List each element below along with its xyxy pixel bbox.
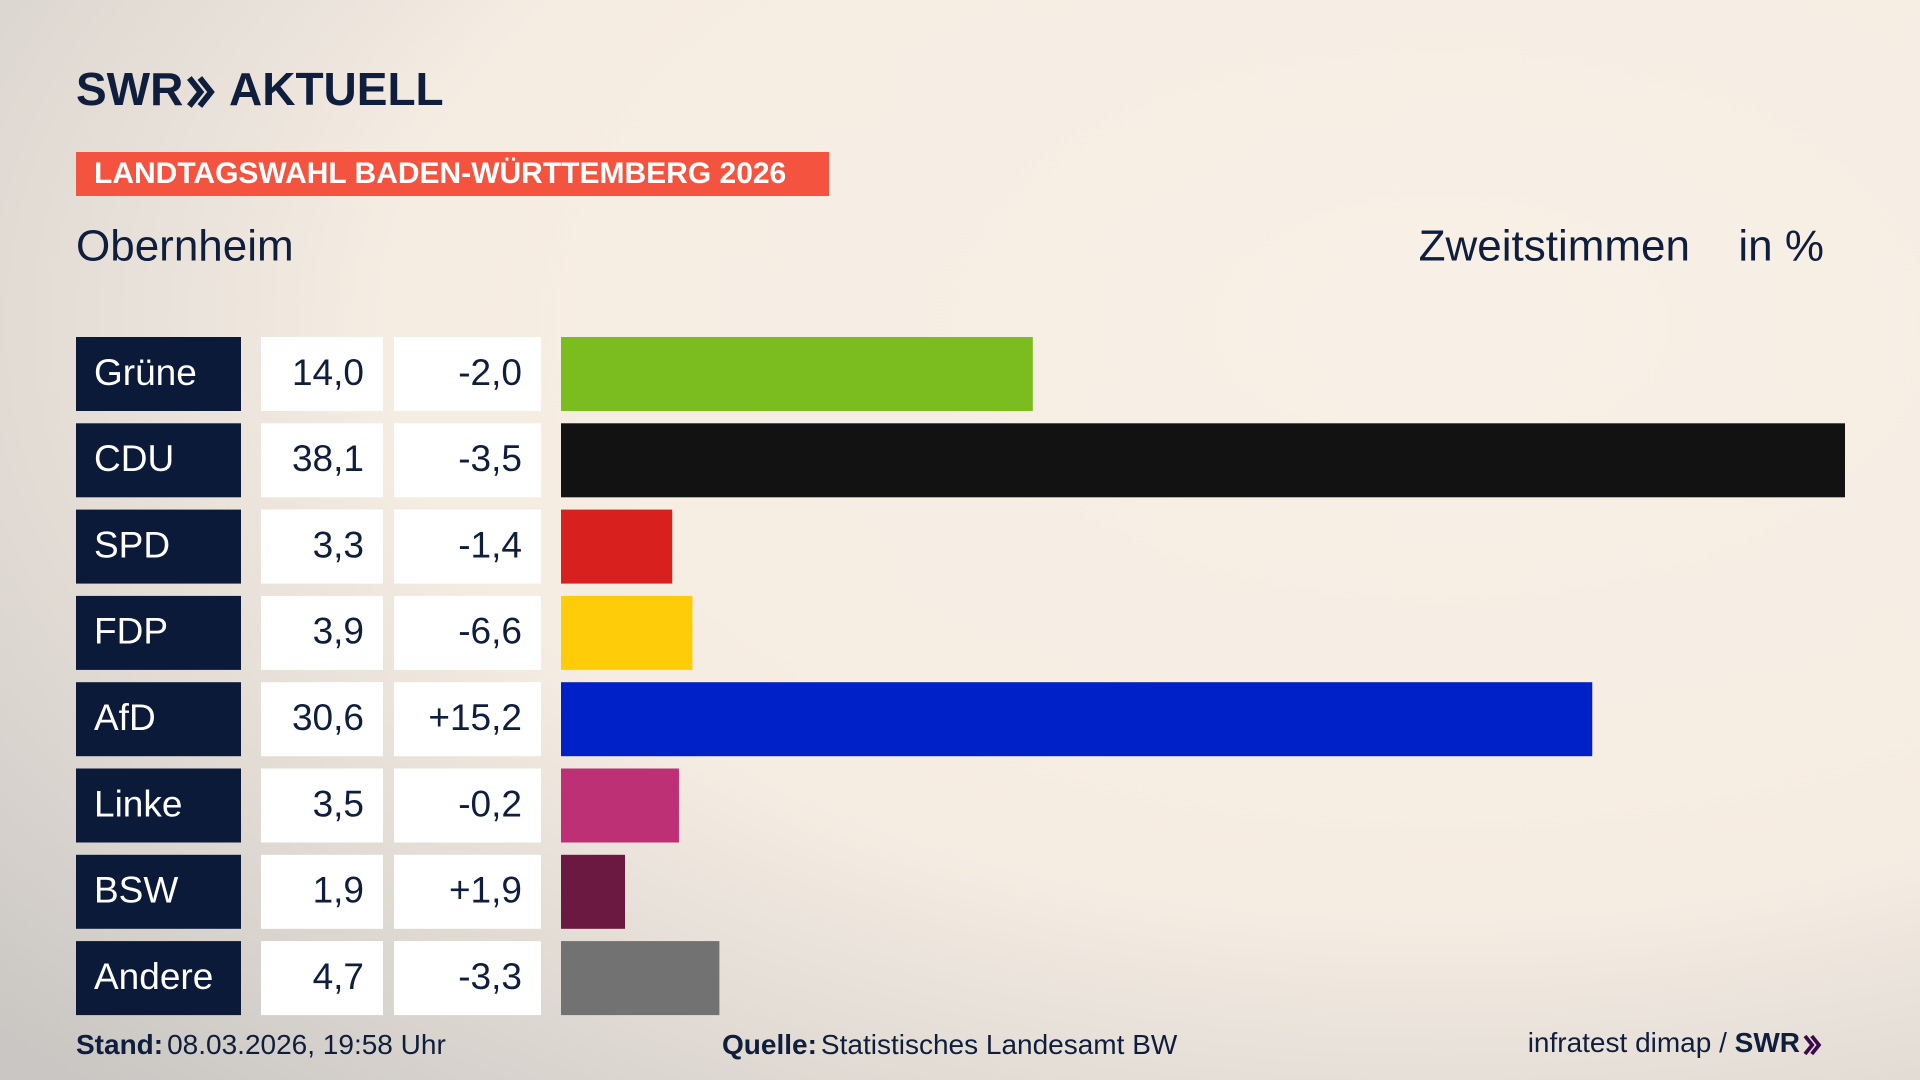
change-label: -3,3 — [458, 956, 522, 997]
banner — [76, 152, 829, 196]
party-box — [76, 941, 241, 1016]
party-label: AfD — [94, 697, 156, 738]
party-box — [76, 682, 241, 757]
value-box — [261, 509, 383, 584]
value-box — [261, 854, 383, 929]
footer-credit: infratest dimap / SWR — [1528, 1027, 1800, 1058]
party-label: SPD — [94, 524, 170, 565]
chart-subtitle: Zweitstimmen — [1419, 222, 1690, 271]
footer-stand: Stand: 08.03.2026, 19:58 Uhr — [76, 1029, 446, 1060]
credit-chevrons — [1803, 1034, 1822, 1056]
value-box — [261, 337, 383, 411]
value-box — [261, 595, 383, 670]
value-label: 1,9 — [313, 870, 364, 911]
change-box — [394, 854, 541, 929]
value-box — [261, 941, 383, 1016]
party-label: Grüne — [94, 352, 197, 393]
logo-chevrons — [187, 76, 215, 108]
party-label: CDU — [94, 438, 174, 479]
value-box — [261, 682, 383, 757]
value-label: 30,6 — [292, 697, 364, 738]
footer-source: Quelle: Statistisches Landesamt BW — [722, 1029, 1178, 1060]
party-box — [76, 854, 241, 929]
change-label: -2,0 — [458, 352, 522, 393]
bar — [561, 682, 1593, 757]
bar — [561, 768, 679, 843]
bar — [561, 854, 626, 929]
stand: 08.03.2026, 19:58 Uhr — [167, 1029, 446, 1060]
logo-product: AKTUELL — [229, 63, 444, 115]
party-box — [76, 337, 241, 411]
change-label: +1,9 — [449, 870, 522, 911]
party-label: Linke — [94, 783, 182, 824]
bar — [561, 509, 673, 584]
source: Statistisches Landesamt BW — [821, 1029, 1178, 1060]
bar — [561, 423, 1845, 498]
chart-title: Obernheim — [76, 222, 294, 271]
bar — [561, 337, 1033, 411]
change-box — [394, 423, 541, 498]
value-label: 3,9 — [313, 611, 364, 652]
banner-text: LANDTAGSWAHL BADEN-WÜRTTEMBERG 2026 — [94, 157, 786, 190]
change-box — [394, 337, 541, 411]
value-label: 4,7 — [313, 956, 364, 997]
source-label: Quelle: — [722, 1029, 817, 1060]
change-label: -0,2 — [458, 783, 522, 824]
credit-brand: SWR — [1735, 1027, 1800, 1058]
party-label: Andere — [94, 956, 213, 997]
change-box — [394, 595, 541, 670]
party-label: FDP — [94, 611, 168, 652]
party-box — [76, 595, 241, 670]
credit: infratest dimap / — [1528, 1027, 1735, 1058]
party-box — [76, 509, 241, 584]
value-label: 3,3 — [313, 524, 364, 565]
value-box — [261, 423, 383, 498]
party-box — [76, 768, 241, 843]
change-box — [394, 768, 541, 843]
change-label: -6,6 — [458, 611, 522, 652]
bar — [561, 595, 693, 670]
value-box — [261, 768, 383, 843]
logo-brand: SWR — [76, 63, 183, 115]
change-label: +15,2 — [428, 697, 522, 738]
change-box — [394, 941, 541, 1016]
value-label: 14,0 — [292, 352, 364, 393]
bar — [561, 941, 720, 1016]
party-label: BSW — [94, 870, 178, 911]
change-label: -3,5 — [458, 438, 522, 479]
change-box — [394, 682, 541, 757]
unit-label: in % — [1738, 222, 1824, 271]
party-box — [76, 423, 241, 498]
stand-label: Stand: — [76, 1029, 163, 1060]
value-label: 38,1 — [292, 438, 364, 479]
change-label: -1,4 — [458, 524, 522, 565]
change-box — [394, 509, 541, 584]
value-label: 3,5 — [313, 783, 364, 824]
